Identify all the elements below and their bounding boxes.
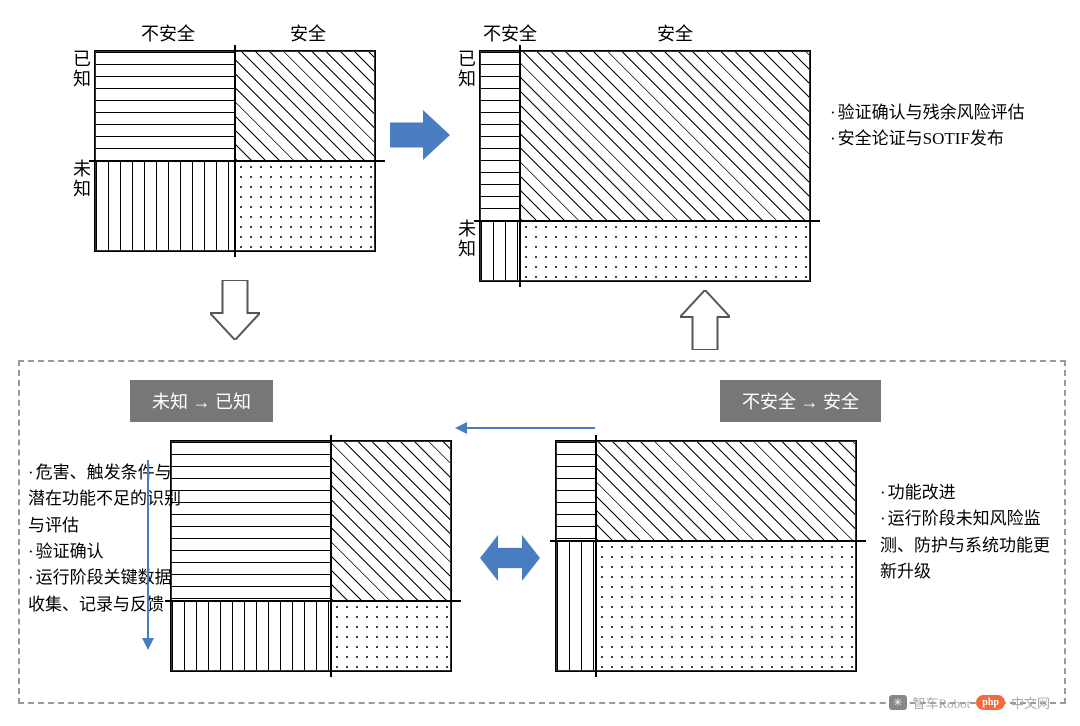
axis-h [165, 600, 461, 602]
watermark: ✳ 智车Robot php 中文网 [889, 693, 1050, 712]
col-labels: 不安全安全 [483, 20, 813, 46]
arrow-thin-left [455, 420, 595, 441]
quad-br [331, 601, 451, 671]
quad-br [520, 221, 810, 281]
watermark-text: 智车Robot [913, 693, 971, 712]
tag-right: 不安全 → 安全 [720, 380, 881, 422]
row-known: 已知 [455, 50, 479, 220]
bullets-top-right: 验证确认与残余风险评估 安全论证与SOTIF发布 [830, 100, 1040, 153]
quad-tr [596, 441, 856, 541]
axis-v [595, 435, 597, 677]
quad-bl [95, 161, 235, 251]
bullets-bottom-left: 危害、触发条件与潜在功能不足的识别与评估 验证确认 运行阶段关键数据收集、记录与… [28, 460, 183, 618]
grid [94, 50, 376, 252]
row-unknown: 未知 [70, 160, 94, 250]
matrix-C [170, 440, 452, 672]
quad-br [235, 161, 375, 251]
col-unsafe: 不安全 [483, 20, 537, 46]
quad-tl [171, 441, 331, 601]
quad-tl [480, 51, 520, 221]
arrow-thin-down [140, 460, 156, 655]
grid [479, 50, 811, 282]
arrow-right-solid [390, 110, 450, 165]
quad-bl [171, 601, 331, 671]
axis-h [89, 160, 385, 162]
axis-h [550, 540, 866, 542]
bullets-bottom-right: 功能改进 运行阶段未知风险监测、防护与系统功能更新升级 [880, 480, 1060, 585]
quad-tr [331, 441, 451, 601]
quad-bl [480, 221, 520, 281]
col-unsafe: 不安全 [98, 20, 238, 46]
col-safe: 安全 [238, 20, 378, 46]
row-labels: 已知未知 [70, 50, 94, 250]
col-labels: 不安全安全 [98, 20, 378, 46]
axis-v [330, 435, 332, 677]
axis-v [234, 45, 236, 257]
row-labels: 已知未知 [455, 50, 479, 280]
axis-v [519, 45, 521, 287]
arrow-up-hollow [680, 290, 730, 355]
arrow-bi-solid [480, 535, 540, 586]
quad-tr [520, 51, 810, 221]
matrix-B: 不安全安全已知未知 [455, 20, 813, 282]
quad-tr [235, 51, 375, 161]
quad-tl [556, 441, 596, 541]
axis-h [474, 220, 820, 222]
wechat-icon: ✳ [889, 695, 906, 710]
col-safe: 安全 [537, 20, 813, 46]
grid [170, 440, 452, 672]
row-unknown: 未知 [455, 220, 479, 280]
php-badge: php [976, 695, 1005, 710]
arrow-down-hollow [210, 280, 260, 345]
row-known: 已知 [70, 50, 94, 160]
tag-left: 未知 → 已知 [130, 380, 273, 422]
matrix-A: 不安全安全已知未知 [70, 20, 378, 252]
watermark-cn: 中文网 [1011, 693, 1050, 712]
quad-tl [95, 51, 235, 161]
grid [555, 440, 857, 672]
quad-bl [556, 541, 596, 671]
quad-br [596, 541, 856, 671]
matrix-D [555, 440, 857, 672]
